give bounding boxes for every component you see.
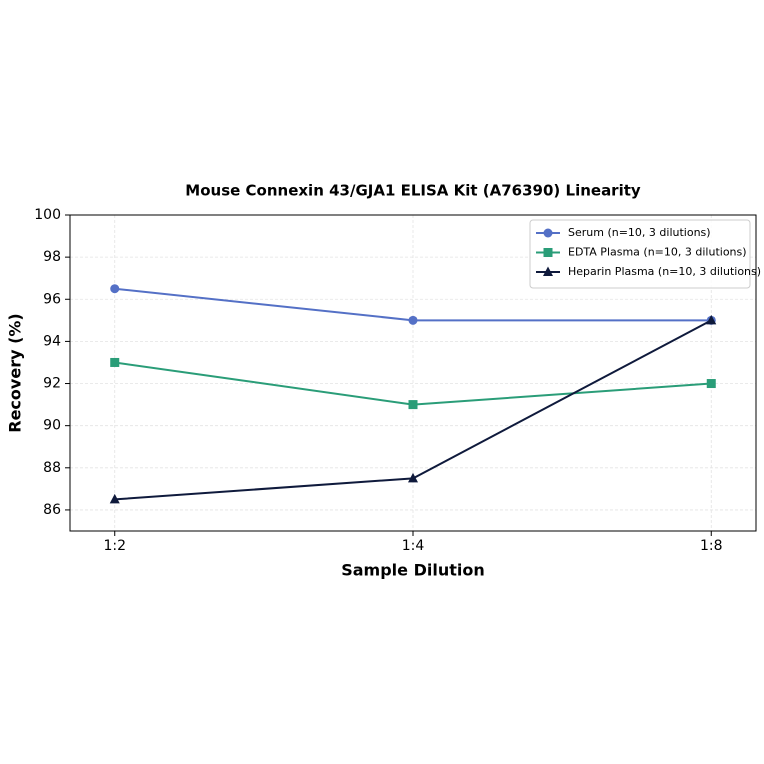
marker xyxy=(408,315,418,325)
y-tick-label: 100 xyxy=(34,207,61,223)
chart-title: Mouse Connexin 43/GJA1 ELISA Kit (A76390… xyxy=(185,182,641,200)
x-tick-label: 1:8 xyxy=(700,538,723,554)
legend-label: Heparin Plasma (n=10, 3 dilutions) xyxy=(568,265,761,278)
marker xyxy=(543,228,553,238)
marker xyxy=(408,472,418,483)
marker xyxy=(109,493,120,504)
marker xyxy=(110,357,120,367)
marker xyxy=(110,284,120,294)
y-tick-label: 86 xyxy=(43,502,61,518)
y-tick-label: 96 xyxy=(43,291,61,307)
marker xyxy=(706,314,717,325)
y-tick-label: 90 xyxy=(43,418,61,434)
y-axis-label: Recovery (%) xyxy=(6,313,25,432)
marker xyxy=(408,400,418,410)
legend-box xyxy=(529,219,751,289)
y-tick-label: 88 xyxy=(43,460,61,476)
legend-label: EDTA Plasma (n=10, 3 dilutions) xyxy=(568,246,747,259)
y-tick-label: 92 xyxy=(43,376,61,392)
plot-frame xyxy=(69,214,757,532)
y-tick-label: 98 xyxy=(43,249,61,265)
y-tick-label: 94 xyxy=(43,333,61,349)
legend-label: Serum (n=10, 3 dilutions) xyxy=(568,226,711,239)
x-axis-label: Sample Dilution xyxy=(341,561,485,580)
marker xyxy=(543,266,553,276)
x-tick-label: 1:4 xyxy=(402,538,425,554)
marker xyxy=(543,248,553,257)
x-tick-label: 1:2 xyxy=(103,538,126,554)
legend: Serum (n=10, 3 dilutions) EDTA Plasma (n=… xyxy=(529,219,761,289)
marker xyxy=(706,379,716,389)
